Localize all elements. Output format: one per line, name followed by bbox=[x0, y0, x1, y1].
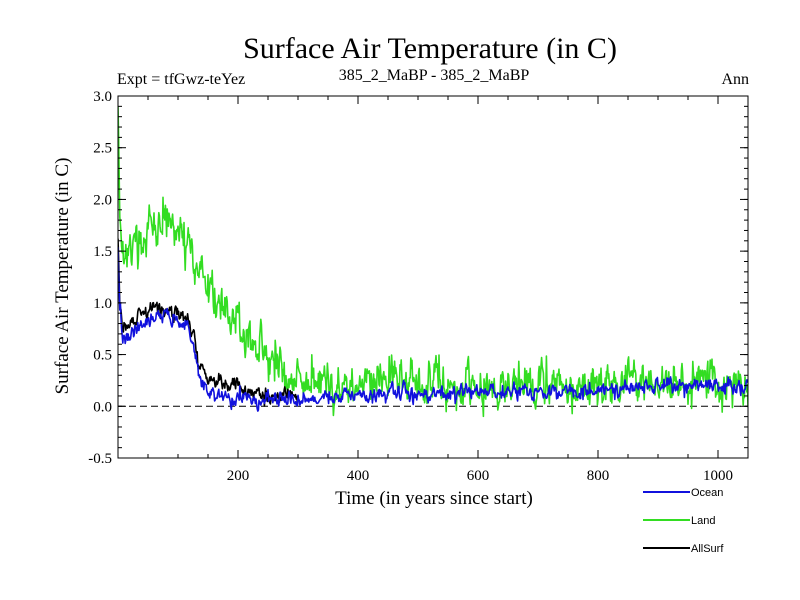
run-label: 385_2_MaBP - 385_2_MaBP bbox=[339, 67, 530, 84]
y-tick-label: -0.5 bbox=[88, 451, 112, 467]
x-tick-label: 600 bbox=[467, 468, 490, 484]
axes: -0.5 0.0 0.5 1.0 1.5 2.0 2.5 3.0 200 400 600 800 100… bbox=[88, 89, 749, 484]
y-tick-label: 3.0 bbox=[93, 89, 112, 105]
y-tick-label: 2.5 bbox=[93, 141, 112, 157]
legend-label-ocean: Ocean bbox=[691, 487, 723, 499]
x-tick-label: 800 bbox=[587, 468, 610, 484]
y-axis-label: Surface Air Temperature (in C) bbox=[52, 158, 73, 395]
x-tick-label: 200 bbox=[227, 468, 250, 484]
x-axis-label: Time (in years since start) bbox=[335, 488, 533, 509]
y-tick-label: 1.0 bbox=[93, 296, 112, 312]
experiment-label: Expt = tfGwz-teYez bbox=[117, 71, 245, 88]
y-tick-label: 0.5 bbox=[93, 348, 112, 364]
legend: Ocean Land AllSurf bbox=[643, 487, 724, 555]
season-label: Ann bbox=[721, 71, 749, 88]
y-tick-label: 1.5 bbox=[93, 244, 112, 260]
y-tick-label: 0.0 bbox=[93, 399, 112, 415]
series-line-land bbox=[118, 105, 748, 418]
x-tick-label: 1000 bbox=[703, 468, 733, 484]
plot-area bbox=[118, 105, 748, 418]
y-tick-label: 2.0 bbox=[93, 192, 112, 208]
chart-title: Surface Air Temperature (in C) bbox=[243, 32, 617, 65]
plot-frame bbox=[117, 95, 749, 459]
legend-label-land: Land bbox=[691, 515, 715, 527]
x-tick-label: 400 bbox=[347, 468, 370, 484]
legend-label-allsurf: AllSurf bbox=[691, 543, 724, 555]
series-line-ocean bbox=[118, 247, 748, 412]
